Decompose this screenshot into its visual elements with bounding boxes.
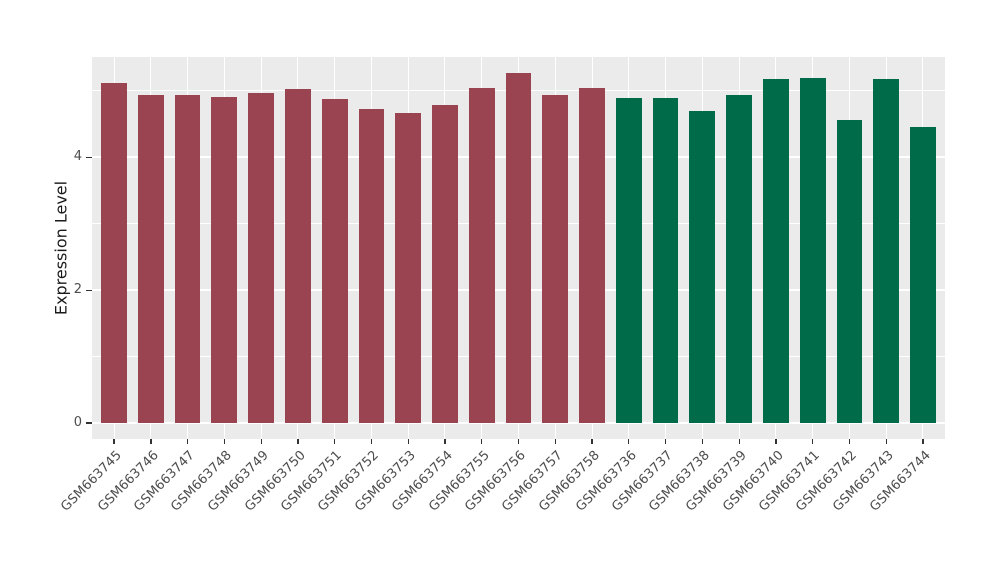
x-tick-mark bbox=[370, 439, 373, 444]
y-axis-title: Expression Level bbox=[51, 180, 71, 316]
bar-GSM663746 bbox=[137, 94, 164, 423]
x-tick-mark bbox=[150, 439, 152, 444]
x-tick-mark bbox=[554, 439, 556, 444]
y-tick-label: 4 bbox=[73, 149, 82, 165]
x-tick-mark bbox=[628, 439, 630, 444]
bar-GSM663757 bbox=[542, 94, 569, 423]
y-tick-mark bbox=[86, 422, 92, 424]
x-tick-mark bbox=[664, 439, 667, 444]
bar-GSM663738 bbox=[689, 110, 716, 423]
x-tick-mark bbox=[848, 439, 851, 444]
bar-GSM663750 bbox=[285, 88, 311, 423]
bar-GSM663740 bbox=[763, 78, 789, 423]
bar-GSM663751 bbox=[321, 98, 348, 423]
bar-GSM663753 bbox=[395, 112, 422, 423]
bar-GSM663752 bbox=[358, 109, 385, 423]
bar-GSM663745 bbox=[101, 83, 127, 423]
x-tick-mark bbox=[444, 439, 446, 444]
y-tick-label: 0 bbox=[73, 415, 82, 430]
x-tick-mark bbox=[885, 439, 887, 444]
bar-GSM663756 bbox=[505, 73, 532, 423]
y-tick-label: 2 bbox=[73, 282, 82, 298]
x-tick-mark bbox=[775, 439, 777, 444]
x-tick-mark bbox=[113, 439, 115, 444]
bar-GSM663736 bbox=[615, 98, 642, 423]
bar-GSM663741 bbox=[799, 78, 826, 423]
y-tick-mark bbox=[86, 289, 92, 291]
x-tick-mark bbox=[701, 439, 704, 444]
x-tick-mark bbox=[812, 439, 814, 444]
x-tick-mark bbox=[517, 439, 520, 444]
x-tick-mark bbox=[223, 439, 226, 444]
x-tick-mark bbox=[738, 439, 740, 444]
bar-GSM663739 bbox=[726, 95, 752, 423]
bar-GSM663749 bbox=[248, 92, 274, 423]
bar-GSM663743 bbox=[873, 79, 900, 423]
bar-GSM663747 bbox=[174, 95, 201, 423]
bar-GSM663754 bbox=[432, 104, 458, 423]
bar-GSM663744 bbox=[910, 126, 936, 423]
bar-GSM663737 bbox=[652, 98, 679, 423]
bar-GSM663758 bbox=[579, 88, 605, 423]
x-tick-mark bbox=[407, 439, 409, 444]
x-tick-mark bbox=[186, 439, 189, 444]
y-tick-mark bbox=[86, 156, 92, 158]
x-tick-mark bbox=[260, 439, 262, 444]
x-tick-mark bbox=[922, 439, 924, 444]
x-tick-mark bbox=[297, 439, 299, 444]
x-tick-mark bbox=[591, 439, 593, 444]
bar-GSM663748 bbox=[211, 96, 238, 423]
x-tick-mark bbox=[334, 439, 336, 444]
x-tick-mark bbox=[481, 439, 483, 444]
horizontal-major-gridline bbox=[92, 422, 945, 424]
bar-GSM663742 bbox=[836, 119, 863, 423]
bar-GSM663755 bbox=[468, 88, 495, 423]
